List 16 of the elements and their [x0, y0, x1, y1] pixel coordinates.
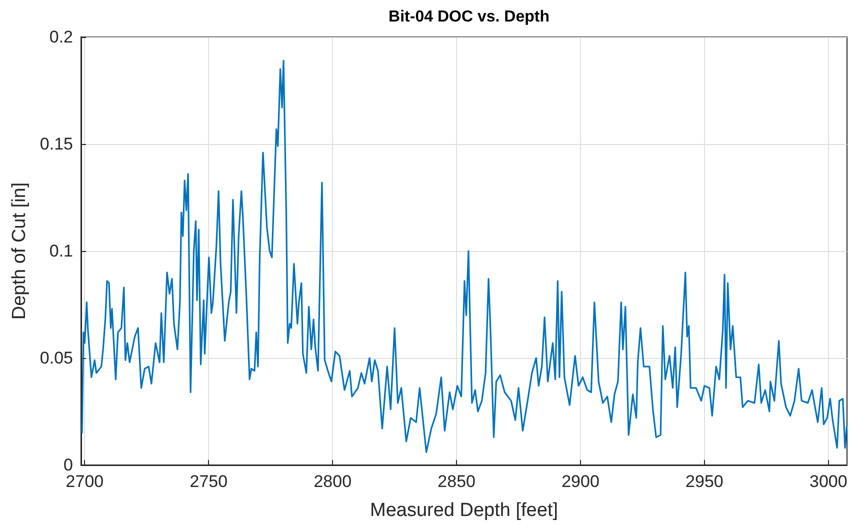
x-tick-label: 2850 [438, 472, 476, 491]
x-axis-title: Measured Depth [feet] [370, 500, 558, 521]
y-tick-label: 0.2 [49, 28, 73, 46]
x-tick-label: 2800 [314, 472, 352, 491]
x-tick-label: 2700 [66, 472, 104, 491]
x-tick-label: 2950 [686, 472, 724, 491]
x-tick-label: 2900 [562, 472, 600, 491]
y-tick-label: 0.15 [40, 134, 73, 154]
x-tick-label: 2750 [190, 472, 228, 491]
y-axis-title: Depth of Cut [in] [9, 182, 30, 320]
chart-title: Bit-04 DOC vs. Depth [388, 8, 550, 26]
x-tick-label: 3000 [809, 472, 848, 491]
y-tick-label: 0 [64, 456, 73, 474]
y-tick-label: 0.05 [40, 348, 73, 368]
y-tick-label: 0.1 [49, 242, 73, 260]
line-series [81, 60, 848, 453]
